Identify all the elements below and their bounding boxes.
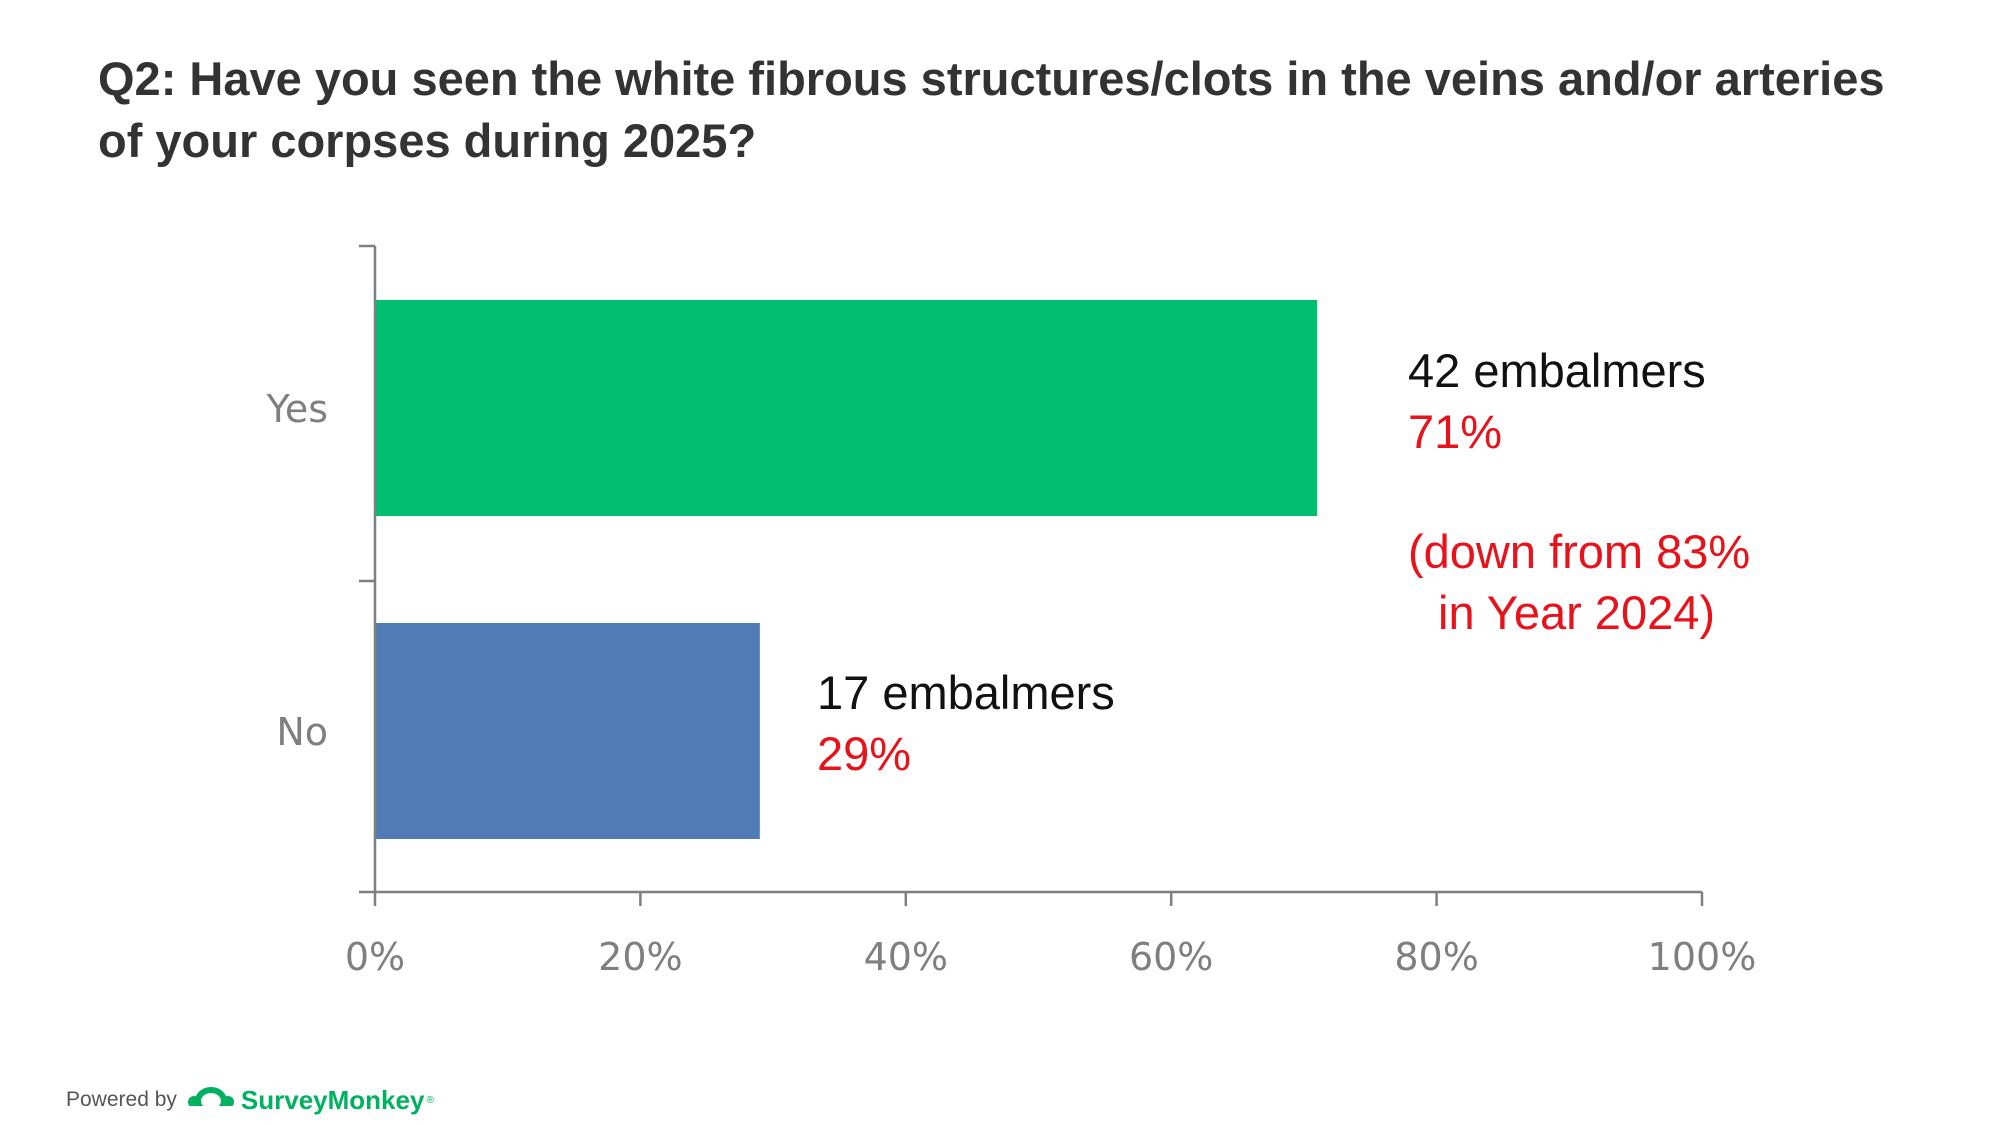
no-count-label: 17 embalmers <box>817 666 1115 719</box>
chart-title: Q2: Have you seen the white fibrous stru… <box>98 52 1885 167</box>
powered-by-text: Powered by <box>66 1088 177 1111</box>
no-percent-label: 29% <box>817 727 912 780</box>
trademark-symbol: ® <box>426 1094 434 1106</box>
yes-note-line1: (down from 83% <box>1408 525 1751 578</box>
footer: Powered by SurveyMonkey ® <box>66 1080 434 1120</box>
brand-name: SurveyMonkey <box>240 1084 425 1115</box>
category-label-yes: Yes <box>266 387 328 431</box>
yes-percent-label: 71% <box>1408 405 1503 458</box>
surveymonkey-logo-icon <box>186 1081 235 1120</box>
bar-yes <box>375 300 1318 516</box>
yes-note-line2: in Year 2024) <box>1438 586 1716 639</box>
x-tick-label: 60% <box>1129 935 1213 979</box>
bar-no <box>375 623 760 839</box>
x-tick-label: 40% <box>864 935 948 979</box>
x-tick-label: 100% <box>1648 935 1757 979</box>
x-tick-label: 20% <box>598 935 682 979</box>
x-tick-label: 80% <box>1394 935 1478 979</box>
x-tick-label: 0% <box>345 935 405 979</box>
yes-count-label: 42 embalmers <box>1408 344 1706 397</box>
category-label-no: No <box>276 710 328 754</box>
